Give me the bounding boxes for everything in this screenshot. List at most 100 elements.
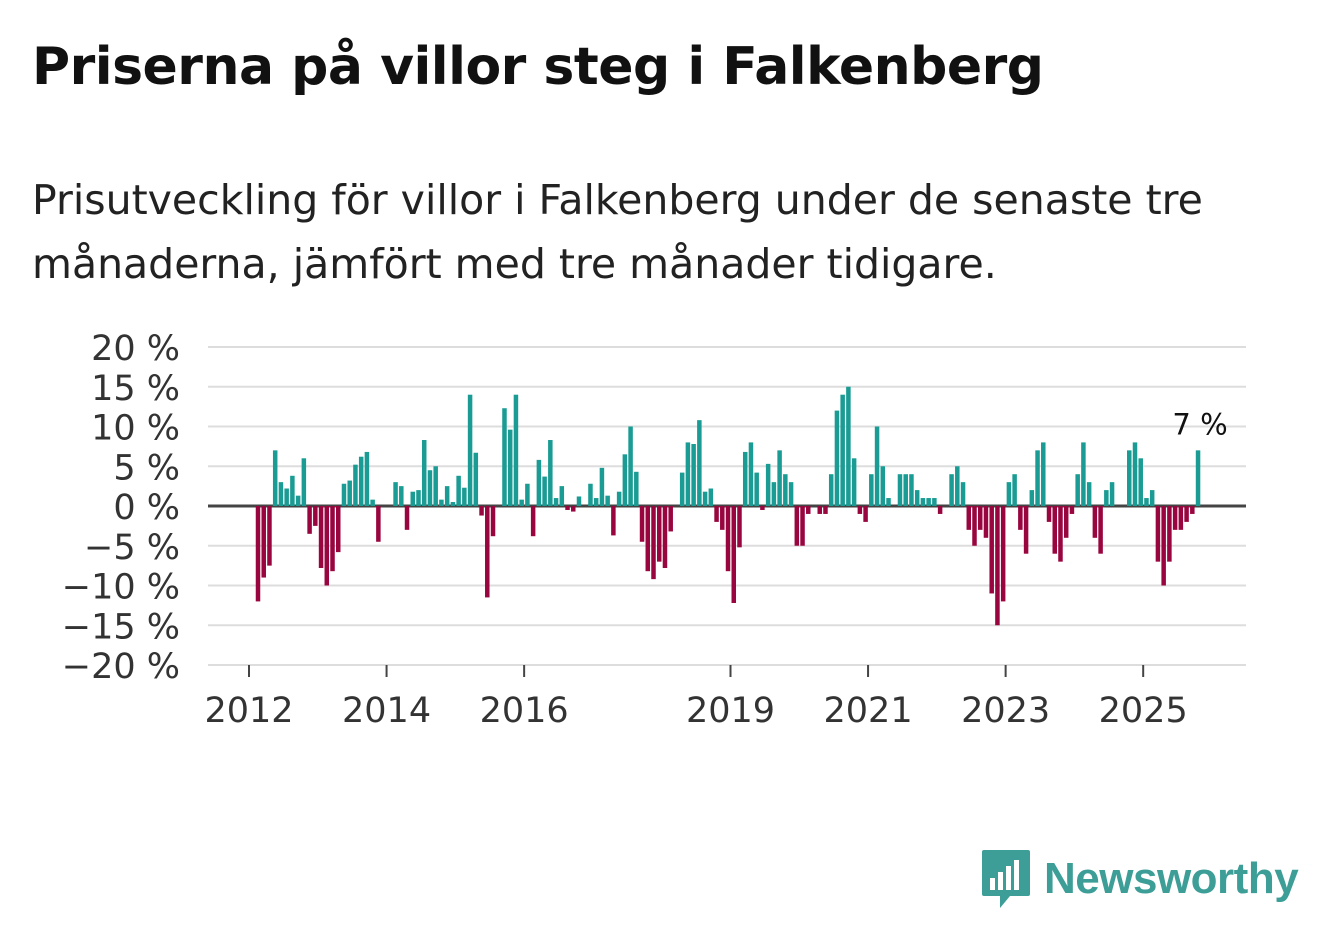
bar	[1178, 506, 1184, 530]
bar	[662, 506, 668, 569]
bar	[318, 506, 324, 569]
bar	[702, 491, 708, 506]
bar	[593, 498, 599, 506]
bar	[559, 486, 565, 507]
bar	[897, 474, 903, 506]
bar	[553, 498, 559, 506]
bar	[823, 506, 828, 514]
bar	[261, 506, 266, 578]
bar	[1035, 450, 1040, 506]
bar	[1046, 506, 1052, 522]
bar	[869, 474, 874, 506]
bar	[1144, 498, 1149, 506]
bar	[1086, 482, 1092, 506]
x-tick-label: 2023	[961, 691, 1050, 731]
bar	[622, 454, 628, 506]
x-axis: 2012 2014 2016 2019 2021 2023 2025	[204, 665, 1188, 731]
bar	[456, 475, 461, 506]
bar	[737, 506, 742, 548]
bar	[828, 474, 834, 506]
bar	[656, 506, 662, 562]
y-tick-label: 20 %	[91, 329, 180, 369]
bar	[376, 506, 381, 542]
bar	[1092, 506, 1098, 538]
bar	[846, 386, 851, 506]
bar	[1104, 490, 1109, 506]
bar	[886, 498, 891, 506]
bar	[697, 420, 702, 506]
bar	[725, 506, 731, 572]
bar	[255, 506, 261, 602]
bar	[272, 450, 278, 506]
bar	[983, 506, 989, 538]
bar	[645, 506, 651, 572]
bar	[840, 394, 845, 506]
y-tick-label: 5 %	[113, 448, 180, 488]
bar	[995, 506, 1000, 626]
bar	[485, 506, 490, 598]
bar	[605, 495, 610, 506]
bar	[1132, 442, 1138, 506]
bar	[399, 486, 404, 507]
bar	[937, 506, 943, 514]
bar	[788, 482, 794, 506]
y-tick-label: 0 %	[113, 488, 180, 528]
bar	[628, 426, 633, 506]
bar	[410, 491, 416, 506]
bar	[1058, 506, 1063, 562]
bar	[765, 463, 771, 506]
bar	[479, 506, 484, 516]
bar	[1012, 474, 1017, 506]
data-label: 7 %	[1172, 407, 1227, 441]
y-tick-label: −5 %	[84, 528, 180, 568]
bar	[863, 506, 868, 522]
bar	[1184, 506, 1189, 522]
newsworthy-logo[interactable]: Newsworthy	[980, 848, 1299, 910]
bar	[857, 506, 863, 514]
bar	[966, 506, 972, 530]
bar	[800, 506, 805, 546]
bar	[777, 450, 782, 506]
bar	[599, 467, 605, 506]
bar	[290, 475, 295, 506]
bar	[834, 410, 840, 506]
bar	[1155, 506, 1161, 562]
bar	[301, 458, 307, 506]
bar	[433, 466, 438, 506]
bar	[920, 498, 926, 506]
bar	[949, 474, 954, 506]
x-tick-label: 2025	[1099, 691, 1188, 731]
bar	[1023, 506, 1029, 554]
bar-chart-speech-bubble-icon	[982, 850, 1030, 908]
bar	[1138, 458, 1143, 506]
bar	[536, 459, 542, 506]
y-tick-label: 10 %	[91, 409, 180, 449]
bar	[307, 506, 312, 534]
x-tick-label: 2014	[342, 691, 431, 731]
bar	[571, 506, 576, 512]
bar	[336, 506, 341, 553]
bar	[1000, 506, 1006, 602]
bar	[714, 506, 719, 522]
bar	[421, 440, 427, 506]
bar	[771, 482, 777, 506]
bar	[731, 506, 737, 603]
bar	[851, 458, 857, 506]
bar	[903, 474, 908, 506]
bar	[1127, 450, 1132, 506]
y-axis: 20 %15 %10 %5 %0 %−5 %−10 %−15 %−20 %	[62, 329, 180, 687]
bar	[639, 506, 645, 542]
bar	[462, 487, 467, 506]
bar	[1052, 506, 1057, 554]
bar	[794, 506, 800, 546]
bar	[473, 452, 479, 506]
bar	[364, 451, 370, 506]
bar	[548, 440, 553, 506]
bar	[880, 466, 886, 506]
bar	[1041, 442, 1046, 506]
bar	[519, 499, 524, 506]
bar	[444, 486, 450, 507]
bar	[490, 506, 496, 537]
bar	[955, 466, 960, 506]
bar	[358, 456, 364, 506]
